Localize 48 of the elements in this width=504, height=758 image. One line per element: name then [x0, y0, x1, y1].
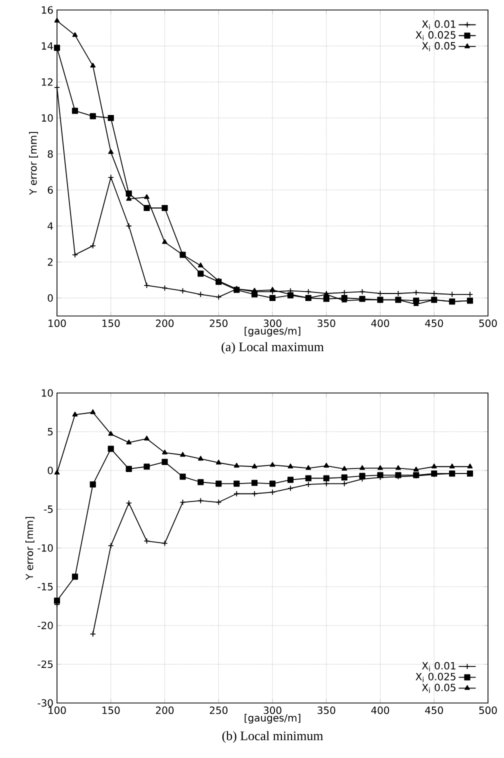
y-tick-label: 12 [42, 78, 52, 86]
legend-label: X$_{i}$ 0.05 [422, 42, 456, 52]
text: (b) Local minimum [222, 731, 324, 743]
x-tick-label: 150 [102, 706, 120, 714]
y-tick-label: -10 [38, 544, 53, 552]
legend-label: X$_{i}$ 0.025 [416, 672, 456, 682]
y-axis-title: Y error [mm] [25, 517, 34, 580]
legend-label: X$_{i}$ 0.05 [422, 684, 456, 693]
x-tick-label: 200 [156, 320, 174, 328]
y-tick-label: 6 [48, 186, 53, 194]
y-tick-label: 0 [48, 466, 53, 474]
x-tick-label: 100 [48, 706, 66, 714]
y-tick-label: -5 [44, 506, 53, 513]
y-tick-label: 5 [48, 428, 53, 436]
x-tick-label: 200 [156, 706, 174, 714]
legend-label: X$_{i}$ 0.01 [422, 20, 456, 30]
x-tick-label: 250 [210, 320, 228, 328]
x-tick-label: 500 [479, 320, 497, 328]
y-tick-label: 16 [42, 6, 53, 14]
y-axis-title: Y error [mm] [29, 132, 38, 195]
legend-label: X$_{i}$ 0.025 [416, 31, 456, 40]
x-tick-label: 500 [479, 706, 497, 714]
x-tick-label: 100 [48, 320, 66, 328]
legend-label: X$_{i}$ 0.01 [422, 662, 456, 672]
x-axis-title: [gauges/m] [244, 326, 300, 337]
y-tick-label: 10 [42, 389, 53, 397]
x-tick-label: 250 [210, 706, 228, 714]
x-tick-label: 400 [371, 706, 390, 714]
x-tick-label: 450 [425, 320, 443, 328]
x-tick-label: 350 [318, 320, 336, 328]
y-tick-label: 14 [42, 42, 53, 50]
x-axis-title: [gauges/m] [244, 714, 300, 724]
y-tick-label: 0 [48, 294, 53, 302]
y-tick-label: 8 [48, 150, 53, 158]
x-tick-label: 400 [371, 320, 390, 328]
y-tick-label: -15 [38, 583, 53, 590]
x-tick-label: 150 [102, 320, 120, 328]
x-tick-label: 350 [318, 706, 336, 714]
y-tick-label: -30 [38, 699, 53, 707]
x-tick-label: 300 [264, 320, 282, 328]
y-tick-label: -25 [38, 660, 53, 668]
y-tick-label: 4 [48, 222, 53, 230]
y-tick-label: -20 [38, 622, 53, 630]
x-tick-label: 450 [425, 706, 443, 714]
x-tick-label: 300 [264, 706, 282, 714]
y-tick-label: 2 [48, 258, 52, 266]
text: (a) Local maximum [222, 342, 324, 354]
y-tick-label: 10 [42, 114, 53, 122]
